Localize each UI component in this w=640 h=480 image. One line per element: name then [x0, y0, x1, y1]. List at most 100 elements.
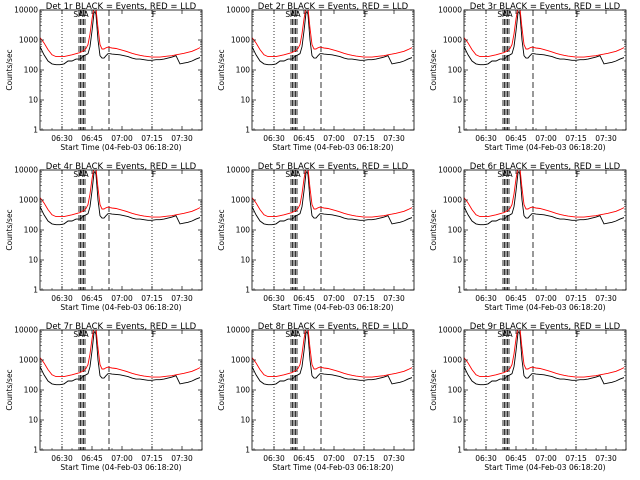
y-tick-label: 1000 — [231, 196, 250, 205]
y-tick-label: 100 — [448, 226, 463, 235]
x-tick-label: 07:00 — [535, 294, 557, 303]
x-tick-label: 07:15 — [141, 454, 163, 463]
y-tick-label: 10 — [28, 416, 38, 425]
lld-series-line — [464, 170, 625, 218]
x-tick-label: 07:00 — [111, 454, 133, 463]
lld-series-line — [40, 330, 201, 378]
y-tick-label: 10000 — [438, 166, 462, 175]
x-tick-label: 07:15 — [565, 454, 587, 463]
x-tick-label: 07:00 — [535, 454, 557, 463]
y-tick-label: 10 — [452, 416, 462, 425]
f-annotation-label: F — [576, 330, 580, 339]
lld-series-line — [252, 330, 413, 378]
y-tick-label: 10 — [28, 96, 38, 105]
y-tick-label: 10 — [452, 256, 462, 265]
x-tick-label: 06:30 — [263, 134, 285, 143]
y-tick-label: 10000 — [226, 6, 250, 15]
events-series-line — [40, 330, 201, 386]
y-tick-label: 10000 — [226, 166, 250, 175]
y-tick-label: 100 — [236, 66, 251, 75]
saa-annotation-label: SAA — [497, 170, 513, 179]
chart-panel-3: 1 10 100 1000 10000 06:30 06:45 07:00 07:15 07:30… — [429, 2, 627, 152]
x-tick-label: 07:30 — [383, 294, 405, 303]
x-tick-label: 06:30 — [475, 294, 497, 303]
x-tick-label: 07:15 — [353, 134, 375, 143]
y-tick-label: 1 — [33, 126, 38, 135]
f-annotation-label: F — [152, 10, 156, 19]
y-tick-label: 100 — [24, 386, 39, 395]
x-axis-label: Start Time (04-Feb-03 06:18:20) — [484, 143, 605, 152]
plot-frame — [251, 169, 415, 291]
y-tick-label: 1 — [245, 286, 250, 295]
y-tick-label: 10 — [240, 96, 250, 105]
x-tick-label: 07:15 — [353, 294, 375, 303]
plot-frame — [39, 169, 203, 291]
panel-title: Det 7r BLACK = Events, RED = LLD — [46, 322, 197, 332]
y-axis-label: Counts/sec — [5, 49, 14, 90]
x-axis-label: Start Time (04-Feb-03 06:18:20) — [272, 143, 393, 152]
x-tick-label: 06:30 — [263, 454, 285, 463]
saa-annotation-label: SAA — [497, 10, 513, 19]
x-tick-label: 07:15 — [141, 294, 163, 303]
panel-title: Det 1r BLACK = Events, RED = LLD — [46, 2, 197, 12]
y-tick-label: 10000 — [226, 326, 250, 335]
plot-area — [464, 170, 625, 290]
y-tick-label: 1 — [457, 286, 462, 295]
x-tick-label: 06:45 — [505, 454, 527, 463]
x-tick-label: 06:30 — [51, 134, 73, 143]
chart-panel-1: 1 10 100 1000 10000 06:30 06:45 07:00 07:15 07:30… — [5, 2, 203, 152]
y-tick-label: 100 — [236, 386, 251, 395]
events-series-line — [40, 170, 201, 226]
y-tick-label: 1 — [457, 446, 462, 455]
panel-title: Det 5r BLACK = Events, RED = LLD — [258, 162, 409, 172]
events-series-line — [252, 170, 413, 226]
x-tick-label: 06:45 — [81, 134, 103, 143]
y-tick-label: 1000 — [19, 196, 38, 205]
y-tick-label: 1 — [245, 126, 250, 135]
y-axis-label: Counts/sec — [429, 49, 438, 90]
saa-annotation-label: SAA — [285, 10, 301, 19]
y-tick-label: 10000 — [14, 166, 38, 175]
y-tick-label: 1 — [33, 286, 38, 295]
x-tick-label: 06:45 — [81, 454, 103, 463]
y-tick-label: 100 — [448, 386, 463, 395]
y-axis-label: Counts/sec — [5, 209, 14, 250]
events-series-line — [40, 10, 201, 66]
x-tick-label: 07:15 — [565, 294, 587, 303]
y-tick-label: 1 — [245, 446, 250, 455]
x-tick-label: 06:45 — [505, 294, 527, 303]
plot-area — [40, 330, 201, 450]
x-tick-label: 07:30 — [383, 454, 405, 463]
f-annotation-label: F — [364, 10, 368, 19]
plot-frame — [39, 329, 203, 451]
x-axis-label: Start Time (04-Feb-03 06:18:20) — [272, 463, 393, 472]
lld-series-line — [464, 10, 625, 58]
saa-annotation-label: SAA — [73, 170, 89, 179]
x-axis-label: Start Time (04-Feb-03 06:18:20) — [60, 143, 181, 152]
plot-frame — [463, 329, 627, 451]
y-axis-label: Counts/sec — [217, 49, 226, 90]
y-axis-label: Counts/sec — [429, 209, 438, 250]
y-axis-label: Counts/sec — [5, 369, 14, 410]
f-annotation-label: F — [364, 330, 368, 339]
x-tick-label: 07:30 — [171, 134, 193, 143]
x-tick-label: 06:30 — [51, 454, 73, 463]
plot-area — [252, 170, 413, 290]
f-annotation-label: F — [364, 170, 368, 179]
plot-frame — [463, 169, 627, 291]
chart-panel-6: 1 10 100 1000 10000 06:30 06:45 07:00 07:15 07:30… — [429, 162, 627, 312]
x-tick-label: 07:30 — [171, 454, 193, 463]
y-tick-label: 1000 — [443, 196, 462, 205]
y-axis-label: Counts/sec — [217, 369, 226, 410]
y-tick-label: 100 — [448, 66, 463, 75]
panel-title: Det 2r BLACK = Events, RED = LLD — [258, 2, 409, 12]
panel-title: Det 9r BLACK = Events, RED = LLD — [470, 322, 621, 332]
y-tick-label: 1 — [457, 126, 462, 135]
x-tick-label: 07:00 — [323, 294, 345, 303]
plot-frame — [251, 329, 415, 451]
plot-area — [40, 10, 201, 130]
events-series-line — [464, 10, 625, 66]
lld-series-line — [464, 330, 625, 378]
panel-title: Det 4r BLACK = Events, RED = LLD — [46, 162, 197, 172]
x-tick-label: 06:30 — [475, 454, 497, 463]
